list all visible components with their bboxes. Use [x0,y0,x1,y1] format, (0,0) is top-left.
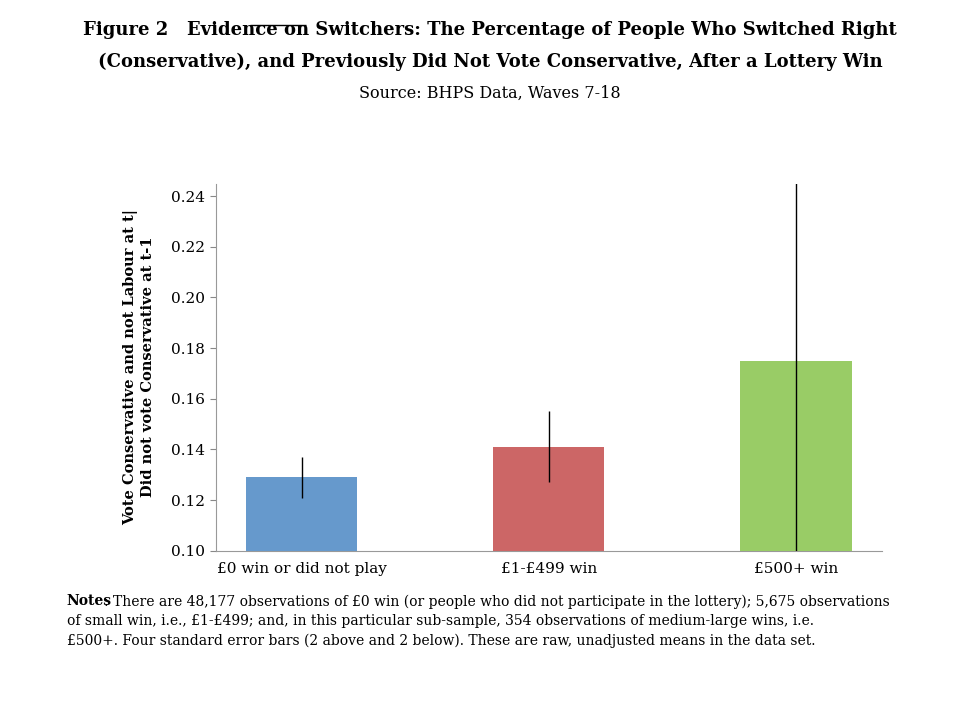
Text: : There are 48,177 observations of £0 win (or people who did not participate in : : There are 48,177 observations of £0 wi… [104,594,890,609]
Bar [741,361,852,706]
Bar [493,447,605,706]
Text: Notes: Notes [67,594,112,609]
Bar [246,477,357,706]
Text: Source: BHPS Data, Waves 7-18: Source: BHPS Data, Waves 7-18 [360,85,620,102]
Text: of small win, i.e., £1-£499; and, in this particular sub-sample, 354 observation: of small win, i.e., £1-£499; and, in thi… [67,614,813,628]
Text: (Conservative), and Previously Did Not Vote Conservative, After a Lottery Win: (Conservative), and Previously Did Not V… [98,53,882,71]
Text: Figure 2   Evidence on Switchers: The Percentage of People Who Switched Right: Figure 2 Evidence on Switchers: The Perc… [83,21,897,39]
Y-axis label: Vote Conservative and not Labour at t|
Did not vote Conservative at t-1: Vote Conservative and not Labour at t| D… [123,209,155,525]
Text: £500+. Four standard error bars (2 above and 2 below). These are raw, unadjusted: £500+. Four standard error bars (2 above… [67,634,815,648]
